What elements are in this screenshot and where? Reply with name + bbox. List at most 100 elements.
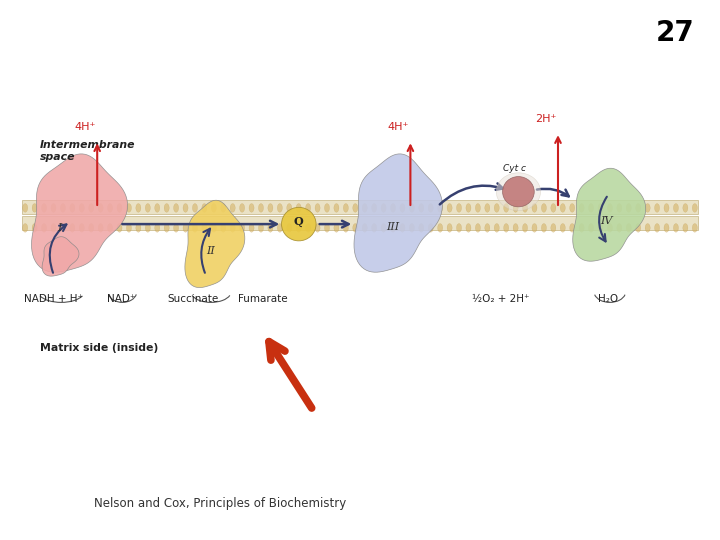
Ellipse shape — [155, 204, 160, 212]
Ellipse shape — [513, 224, 518, 232]
Ellipse shape — [523, 224, 528, 232]
Ellipse shape — [447, 204, 452, 212]
Ellipse shape — [485, 204, 490, 212]
Ellipse shape — [89, 224, 94, 232]
Text: 27: 27 — [656, 19, 695, 47]
Ellipse shape — [598, 224, 603, 232]
Ellipse shape — [174, 224, 179, 232]
Ellipse shape — [305, 204, 310, 212]
Text: Cyt c: Cyt c — [503, 164, 526, 173]
Ellipse shape — [127, 224, 132, 232]
Ellipse shape — [664, 224, 669, 232]
Ellipse shape — [98, 224, 103, 232]
Text: II: II — [207, 246, 215, 256]
Ellipse shape — [438, 204, 443, 212]
Bar — [22, 200, 698, 214]
Ellipse shape — [268, 204, 273, 212]
Ellipse shape — [579, 224, 584, 232]
Text: Fumarate: Fumarate — [238, 294, 287, 305]
Ellipse shape — [513, 204, 518, 212]
Ellipse shape — [249, 224, 254, 232]
Ellipse shape — [183, 224, 188, 232]
Ellipse shape — [258, 224, 264, 232]
Ellipse shape — [145, 204, 150, 212]
Text: 4H⁺: 4H⁺ — [74, 122, 96, 132]
Ellipse shape — [192, 204, 197, 212]
Ellipse shape — [390, 204, 395, 212]
Ellipse shape — [381, 204, 386, 212]
Ellipse shape — [315, 204, 320, 212]
Ellipse shape — [645, 204, 650, 212]
Text: IV: IV — [600, 217, 613, 226]
Ellipse shape — [287, 224, 292, 232]
Ellipse shape — [400, 204, 405, 212]
Ellipse shape — [164, 204, 169, 212]
Ellipse shape — [211, 204, 216, 212]
Ellipse shape — [70, 204, 75, 212]
Ellipse shape — [277, 224, 282, 232]
PathPatch shape — [185, 200, 245, 288]
Ellipse shape — [466, 224, 471, 232]
Ellipse shape — [282, 207, 316, 241]
Ellipse shape — [494, 224, 499, 232]
Ellipse shape — [496, 173, 541, 211]
Ellipse shape — [268, 224, 273, 232]
Ellipse shape — [617, 204, 622, 212]
Ellipse shape — [456, 224, 462, 232]
Ellipse shape — [673, 204, 678, 212]
Ellipse shape — [645, 224, 650, 232]
Ellipse shape — [654, 224, 660, 232]
Ellipse shape — [22, 204, 27, 212]
Ellipse shape — [570, 224, 575, 232]
Ellipse shape — [390, 224, 395, 232]
Ellipse shape — [428, 204, 433, 212]
Ellipse shape — [258, 204, 264, 212]
Ellipse shape — [626, 224, 631, 232]
Ellipse shape — [362, 224, 367, 232]
Ellipse shape — [89, 204, 94, 212]
PathPatch shape — [354, 154, 442, 272]
Ellipse shape — [523, 204, 528, 212]
Ellipse shape — [107, 224, 112, 232]
Ellipse shape — [485, 224, 490, 232]
Ellipse shape — [60, 224, 66, 232]
Ellipse shape — [107, 204, 112, 212]
Ellipse shape — [334, 224, 339, 232]
Ellipse shape — [608, 224, 613, 232]
Ellipse shape — [353, 204, 358, 212]
Ellipse shape — [598, 204, 603, 212]
Ellipse shape — [136, 204, 141, 212]
Ellipse shape — [296, 224, 301, 232]
Ellipse shape — [654, 204, 660, 212]
Ellipse shape — [174, 204, 179, 212]
Ellipse shape — [475, 204, 480, 212]
Ellipse shape — [79, 204, 84, 212]
Ellipse shape — [249, 204, 254, 212]
Ellipse shape — [334, 204, 339, 212]
Text: Intermembrane
space: Intermembrane space — [40, 140, 135, 162]
Text: Matrix side (inside): Matrix side (inside) — [40, 343, 158, 353]
Ellipse shape — [372, 204, 377, 212]
Text: 4H⁺: 4H⁺ — [387, 122, 409, 132]
Ellipse shape — [588, 224, 593, 232]
Ellipse shape — [315, 224, 320, 232]
Ellipse shape — [504, 204, 509, 212]
Ellipse shape — [117, 204, 122, 212]
Text: H₂O: H₂O — [598, 294, 618, 305]
Bar — [22, 216, 698, 229]
Text: Succinate: Succinate — [167, 294, 219, 305]
Text: III: III — [386, 222, 399, 232]
Ellipse shape — [541, 204, 546, 212]
Ellipse shape — [155, 224, 160, 232]
Ellipse shape — [400, 224, 405, 232]
Ellipse shape — [230, 224, 235, 232]
Ellipse shape — [541, 224, 546, 232]
Ellipse shape — [504, 224, 509, 232]
Ellipse shape — [202, 204, 207, 212]
Ellipse shape — [617, 224, 622, 232]
Ellipse shape — [692, 204, 697, 212]
Ellipse shape — [551, 224, 556, 232]
Ellipse shape — [503, 177, 534, 207]
Ellipse shape — [381, 224, 386, 232]
Ellipse shape — [240, 224, 245, 232]
